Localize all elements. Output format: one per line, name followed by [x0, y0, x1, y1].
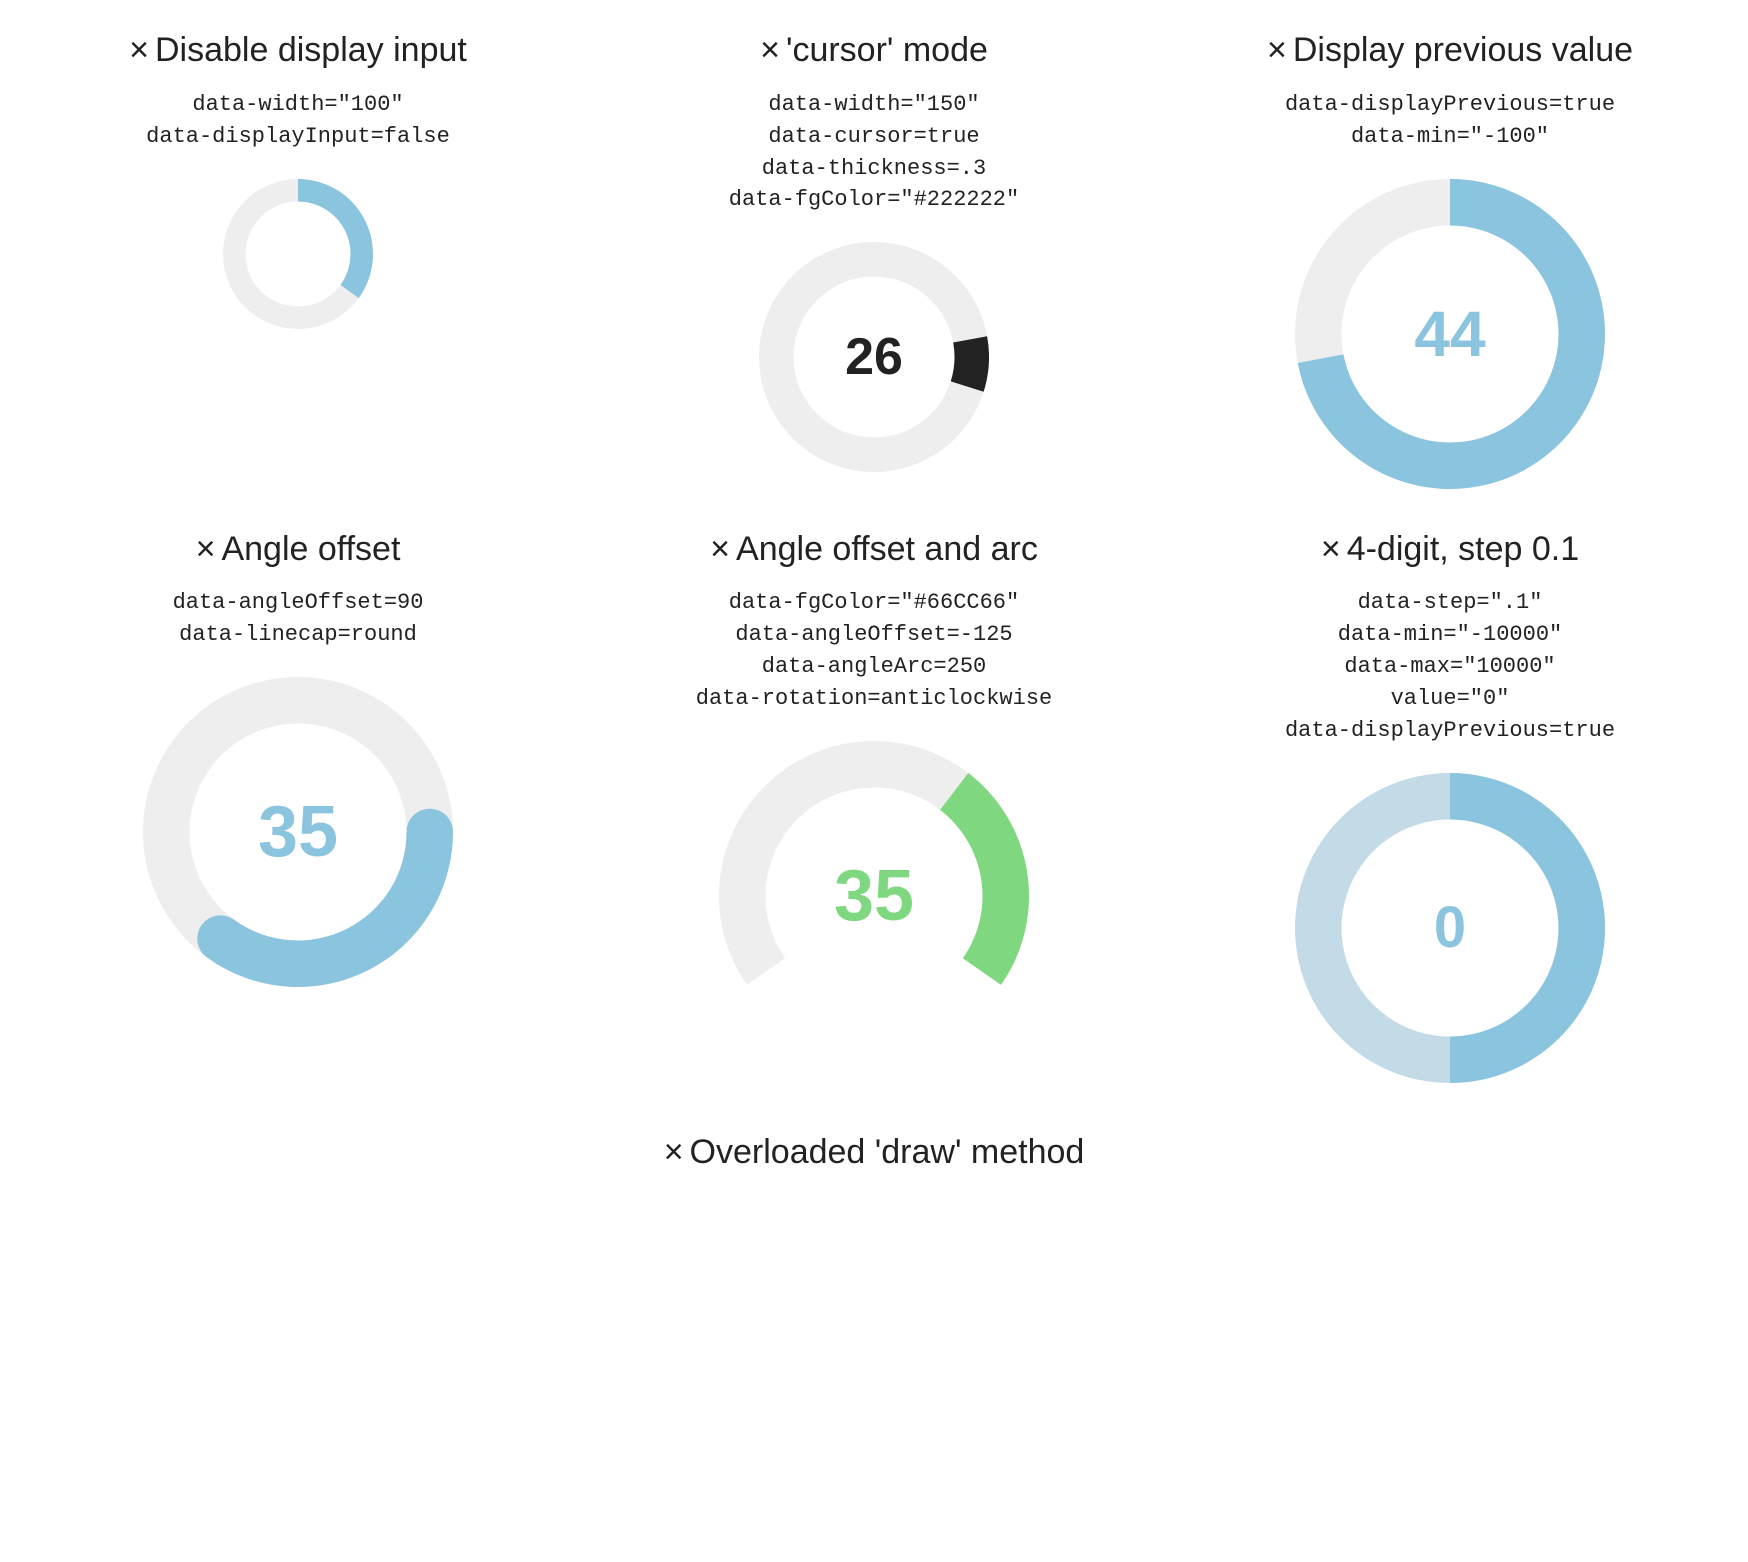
knob-input[interactable] [1357, 893, 1543, 963]
demo-title: ×'cursor' mode [760, 30, 988, 71]
demo-code: data-width="100" data-displayInput=false [146, 89, 450, 153]
knob-svg [223, 179, 373, 329]
demo-title: ×Display previous value [1267, 30, 1633, 71]
demo-grid: ×Disable display input data-width="100" … [40, 30, 1708, 1083]
demo-code: data-fgColor="#66CC66" data-angleOffset=… [696, 587, 1052, 715]
title-text: Angle offset and arc [736, 530, 1038, 568]
demo-title: ×Angle offset and arc [710, 529, 1038, 570]
footer-title: ×Overloaded 'draw' method [40, 1133, 1708, 1172]
footer-title-text: Overloaded 'draw' method [690, 1133, 1085, 1171]
knob-input[interactable] [205, 789, 391, 875]
demo-angle-offset: ×Angle offset data-angleOffset=90 data-l… [40, 529, 556, 1083]
demo-four-digit-step: ×4-digit, step 0.1 data-step=".1" data-m… [1192, 529, 1708, 1083]
knob-input[interactable] [805, 326, 943, 388]
demo-code: data-displayPrevious=true data-min="-100… [1285, 89, 1615, 153]
demo-title: ×Angle offset [196, 529, 401, 570]
title-text: 'cursor' mode [786, 31, 988, 69]
demo-disable-display-input: ×Disable display input data-width="100" … [40, 30, 556, 489]
knob-input[interactable] [781, 853, 967, 939]
knob-input[interactable] [1357, 295, 1543, 372]
knob-four-digit-step[interactable] [1295, 773, 1605, 1083]
knob-angle-offset-arc[interactable] [719, 741, 1029, 1051]
demo-title: ×4-digit, step 0.1 [1321, 529, 1579, 570]
demo-cursor-mode: ×'cursor' mode data-width="150" data-cur… [616, 30, 1132, 489]
demo-display-previous: ×Display previous value data-displayPrev… [1192, 30, 1708, 489]
title-text: Angle offset [221, 530, 400, 568]
knob-disable-display-input[interactable] [223, 179, 373, 329]
knob-angle-offset[interactable] [143, 677, 453, 987]
demo-title: ×Disable display input [129, 30, 467, 71]
demo-code: data-angleOffset=90 data-linecap=round [173, 587, 424, 651]
title-text: Disable display input [155, 31, 467, 69]
knob-cursor-mode[interactable] [759, 242, 989, 472]
title-text: 4-digit, step 0.1 [1347, 530, 1579, 568]
demo-code: data-width="150" data-cursor=true data-t… [729, 89, 1019, 217]
title-text: Display previous value [1293, 31, 1633, 69]
knob-display-previous[interactable] [1295, 179, 1605, 489]
demo-angle-offset-arc: ×Angle offset and arc data-fgColor="#66C… [616, 529, 1132, 1083]
demo-code: data-step=".1" data-min="-10000" data-ma… [1285, 587, 1615, 746]
